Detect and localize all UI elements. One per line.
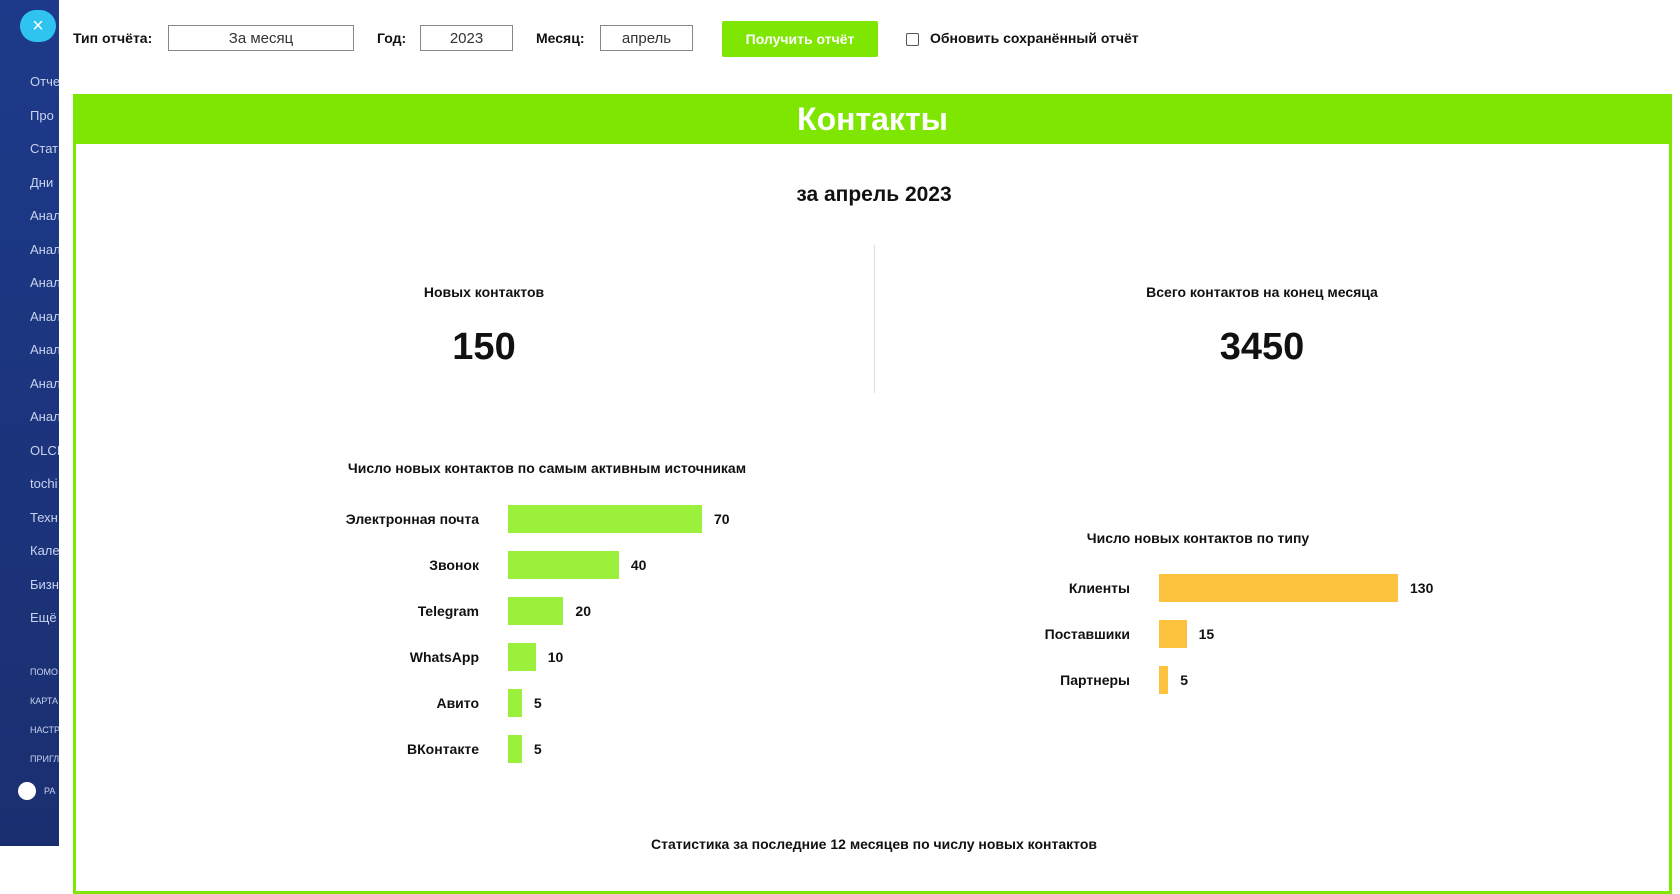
category-label: Партнеры: [1060, 672, 1130, 688]
category-label: Звонок: [429, 557, 479, 573]
sidebar-item[interactable]: Ещё: [30, 610, 57, 625]
bar: [508, 597, 564, 625]
value-label: 70: [714, 511, 730, 527]
category-label: Клиенты: [1068, 580, 1130, 596]
category-label: Электронная почта: [345, 511, 479, 527]
sidebar-item[interactable]: Кале: [30, 543, 59, 558]
sidebar-icon: [18, 782, 36, 800]
category-label: ВКонтакте: [407, 741, 479, 757]
sidebar-item[interactable]: tochi: [30, 476, 58, 491]
sidebar-link[interactable]: карта: [30, 696, 59, 706]
bar: [1159, 620, 1187, 648]
report-type-select[interactable]: За месяц: [168, 25, 354, 51]
sidebar-item[interactable]: Стат: [30, 141, 59, 156]
month-label: Месяц:: [536, 30, 585, 46]
sidebar-item[interactable]: Про: [30, 107, 54, 123]
value-label: 5: [533, 695, 542, 711]
sidebar-link[interactable]: помо: [30, 667, 58, 677]
category-label: Авито: [436, 695, 479, 711]
sidebar-item[interactable]: Анал: [30, 375, 59, 391]
kpi-divider: [874, 245, 875, 393]
kpi-value: 150: [452, 326, 516, 368]
bar: [508, 505, 702, 533]
bar: [1159, 574, 1398, 602]
chart-title: Число новых контактов по самым активным …: [347, 460, 747, 476]
sidebar-link[interactable]: настр: [30, 725, 59, 735]
panel-subtitle: за апрель 2023: [796, 183, 952, 206]
value-label: 40: [630, 557, 647, 573]
kpi-label: Всего контактов на конец месяца: [1146, 284, 1378, 300]
refresh-label[interactable]: Обновить сохранённый отчёт: [930, 30, 1139, 46]
sidebar-item[interactable]: Бизн: [30, 576, 59, 592]
sidebar-item[interactable]: Анал: [30, 275, 59, 290]
report-panel: [73, 94, 1672, 894]
sidebar-item[interactable]: OLCI: [30, 442, 59, 458]
bar: [508, 643, 536, 671]
kpi-value: 3450: [1219, 326, 1305, 368]
value-label: 130: [1410, 580, 1434, 596]
sidebar-item[interactable]: Анал: [30, 342, 59, 357]
bar: [508, 735, 522, 763]
sidebar-footer[interactable]: РА: [44, 786, 56, 796]
sidebar-item[interactable]: Анал: [30, 409, 59, 424]
close-button[interactable]: ×: [20, 10, 56, 42]
sidebar-item[interactable]: Анал: [30, 241, 59, 257]
kpi-label: Новых контактов: [423, 284, 545, 300]
sidebar-link[interactable]: пригл: [30, 754, 59, 764]
value-label: 15: [1198, 626, 1215, 642]
get-report-button[interactable]: Получить отчёт: [722, 21, 878, 57]
category-label: WhatsApp: [409, 649, 479, 665]
category-label: Поставшики: [1044, 626, 1130, 642]
value-label: 5: [533, 741, 542, 757]
chart-title: Число новых контактов по типу: [1086, 530, 1310, 546]
sidebar-item[interactable]: Отче: [30, 74, 59, 89]
sidebar-item[interactable]: Анал: [30, 208, 59, 223]
year-label: Год:: [377, 30, 407, 46]
value-label: 10: [547, 649, 564, 665]
bar: [1159, 666, 1169, 694]
month-select[interactable]: апрель: [600, 25, 693, 51]
bar: [508, 689, 522, 717]
report-type-label: Тип отчёта:: [73, 30, 153, 46]
panel-title: Контакты: [73, 94, 1672, 144]
category-label: Telegram: [417, 603, 479, 619]
sidebar-item[interactable]: Анал: [30, 308, 59, 324]
sidebar: Отче Про Стат Дни Анал Анал Анал Анал Анал Анал Ан…: [0, 0, 59, 846]
bar: [508, 551, 619, 579]
sidebar-item[interactable]: Техн: [30, 509, 58, 525]
refresh-checkbox[interactable]: [906, 33, 919, 46]
value-label: 20: [575, 603, 591, 619]
year-input[interactable]: 2023: [420, 25, 513, 51]
value-label: 5: [1180, 672, 1188, 688]
section-title: Статистика за последние 12 месяцев по чи…: [651, 836, 1097, 852]
sidebar-item[interactable]: Дни: [30, 174, 54, 190]
